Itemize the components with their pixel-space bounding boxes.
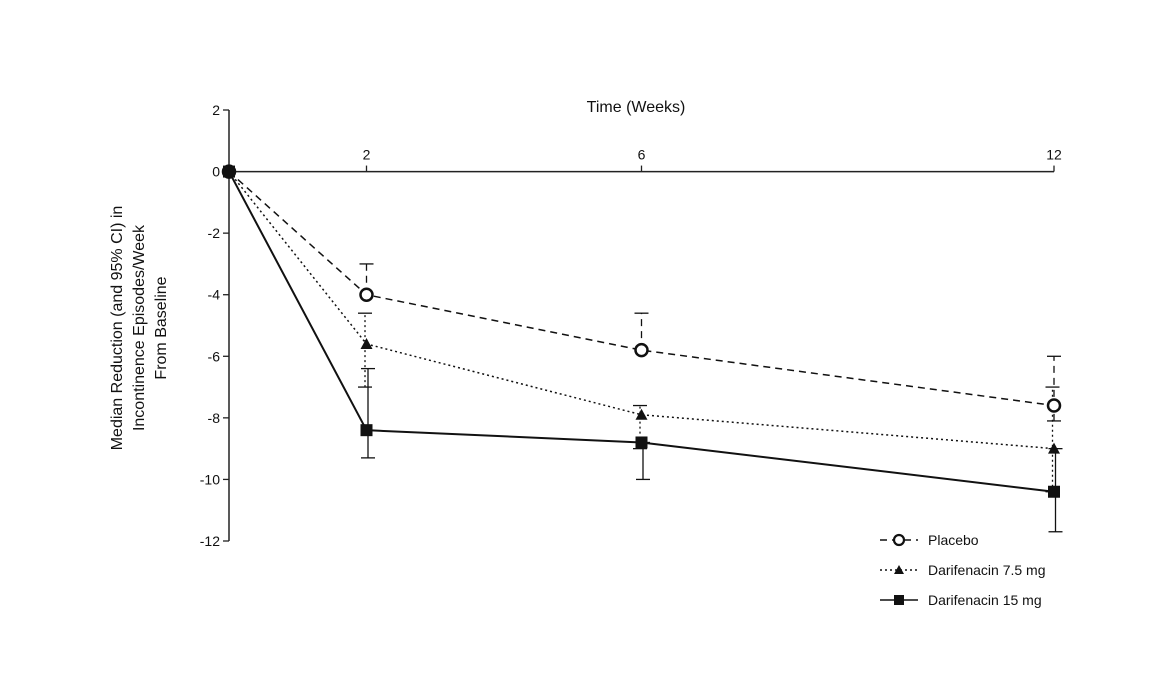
darifenacin-7-5-mg-line <box>228 171 1055 450</box>
darifenacin-15-mg-point <box>1048 485 1060 498</box>
legend-darifenacin-15-mg-label: Darifenacin 15 mg <box>928 592 1042 608</box>
darifenacin-7-5-mg-point <box>360 337 373 349</box>
legend: Placebo Darifenacin 7.5 mg Darifenacin 15 … <box>880 532 1046 608</box>
placebo-point <box>359 287 374 302</box>
darifenacin-15-mg-point <box>223 165 235 178</box>
series-lines <box>228 171 1055 493</box>
error-bars <box>358 263 1063 533</box>
x-tick-label: 2 <box>363 147 371 163</box>
y-axis-title-line-2: Incontinence Episodes/Week <box>131 224 148 431</box>
y-tick-label: -10 <box>200 471 220 487</box>
x-axis-title: Time (Weeks) <box>587 99 686 116</box>
y-axis-title-line-3: From Baseline <box>153 276 170 379</box>
darifenacin-7-5-mg-point <box>1048 442 1060 454</box>
ticks: 2 0 -2 -4 -6 -8 -10 -12 2 6 12 <box>200 102 1062 549</box>
x-tick-label: 12 <box>1046 147 1062 163</box>
placebo-point <box>634 342 649 358</box>
legend-darifenacin-15-mg-marker <box>894 595 904 605</box>
y-tick-label: -12 <box>200 533 220 549</box>
x-tick-label: 6 <box>638 147 646 163</box>
y-axis-title-line-1: Median Reduction (and 95% CI) in <box>109 206 126 451</box>
y-tick-label: -6 <box>208 348 221 364</box>
darifenacin-15-mg-line <box>228 171 1055 493</box>
darifenacin-15-mg-point <box>635 436 648 449</box>
y-tick-label: 0 <box>212 164 220 180</box>
legend-darifenacin-7-5-mg-label: Darifenacin 7.5 mg <box>928 562 1046 578</box>
legend-placebo-marker <box>892 533 906 547</box>
darifenacin-7-5-mg-point <box>635 408 648 420</box>
legend-darifenacin-7-5-mg-marker <box>894 565 904 574</box>
y-tick-label: -4 <box>208 287 221 303</box>
y-tick-label: -8 <box>208 410 221 426</box>
series-markers <box>221 164 1062 498</box>
y-tick-label: 2 <box>212 102 220 118</box>
y-tick-label: -2 <box>208 225 221 241</box>
placebo-point <box>1046 398 1062 413</box>
placebo-line <box>228 171 1055 407</box>
y-axis-title: Median Reduction (and 95% CI) in Inconti… <box>109 206 170 451</box>
legend-placebo-label: Placebo <box>928 532 979 548</box>
darifenacin-15-mg-point <box>360 424 373 437</box>
